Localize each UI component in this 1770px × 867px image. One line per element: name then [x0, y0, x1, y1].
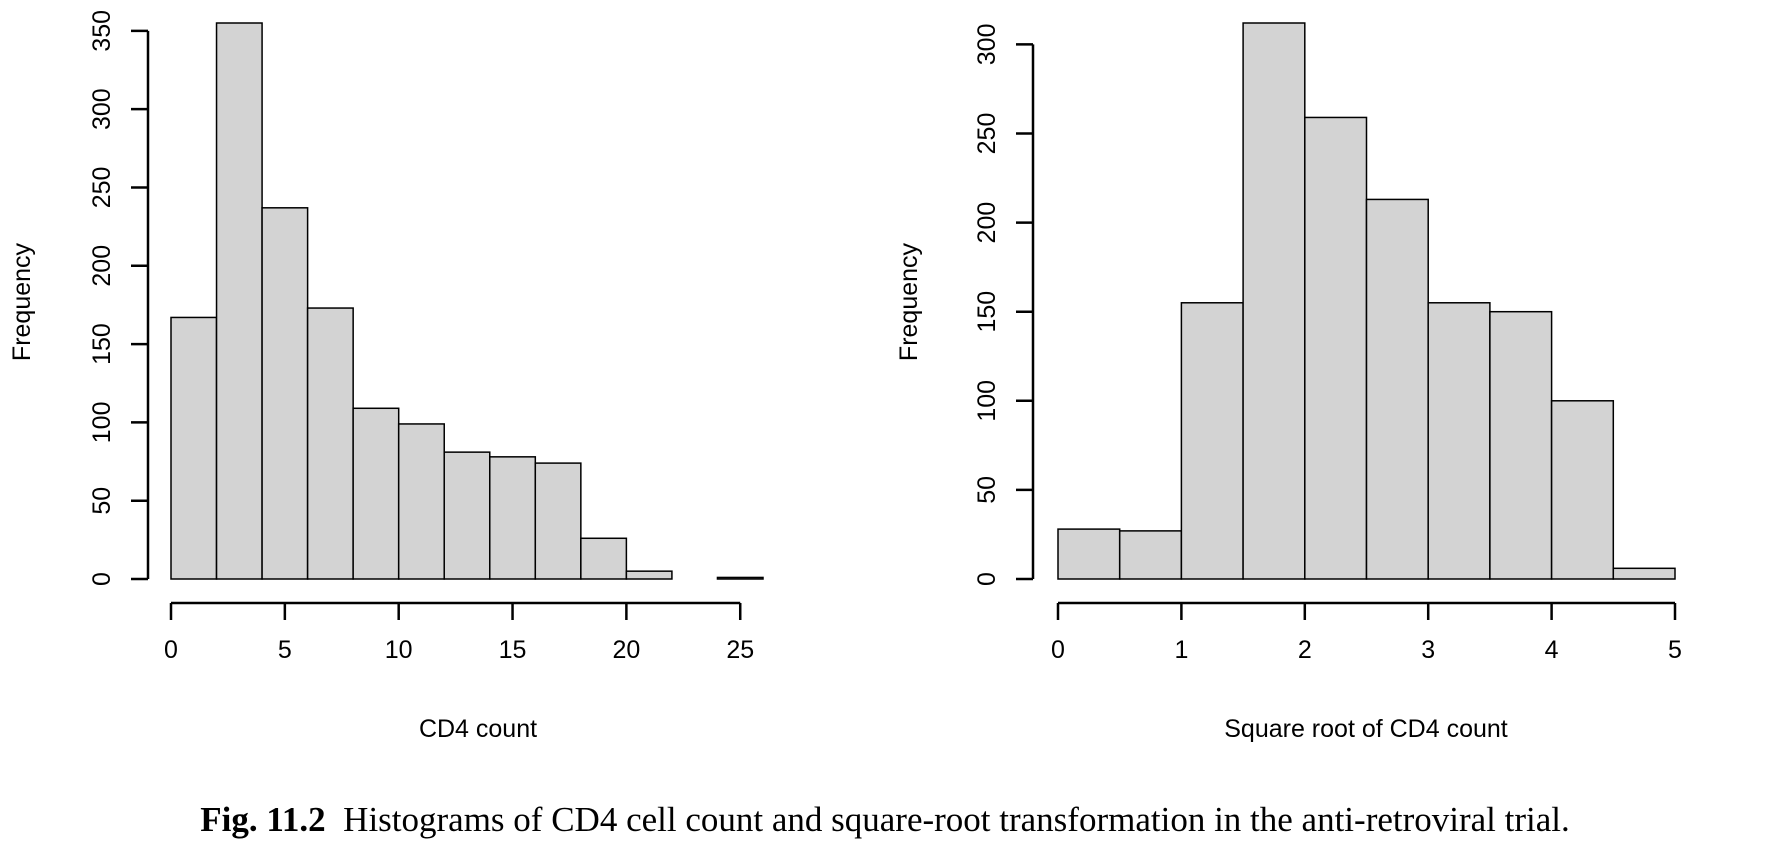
x-tick-label: 25 [726, 636, 754, 664]
y-tick-label: 0 [88, 572, 116, 586]
histogram-bar [443, 451, 491, 580]
histogram-bar [306, 307, 354, 580]
y-tick-label: 150 [88, 323, 116, 365]
y-axis-title: Frequency [895, 242, 923, 361]
y-tick-label: 100 [88, 402, 116, 444]
x-tick-label: 10 [385, 636, 413, 664]
x-tick-label: 15 [499, 636, 527, 664]
x-axis-title: Square root of CD4 count [1224, 715, 1508, 743]
y-tick-label: 250 [973, 113, 1001, 155]
histogram-bar [1118, 530, 1183, 580]
histogram-bar [397, 423, 445, 580]
y-tick-label: 0 [973, 572, 1001, 586]
histogram-bar [261, 207, 309, 580]
y-tick-label: 300 [973, 24, 1001, 66]
caption-label: Fig. 11.2 [200, 800, 326, 839]
x-tick-label: 5 [278, 636, 292, 664]
histogram-bar [1180, 302, 1244, 580]
histogram-bar [1242, 22, 1306, 580]
histogram-sqrt-cd4-count: 0 50 100 150 200 250 300 0 1 2 3 4 5 Square root of C… [895, 22, 1682, 743]
y-tick-label: 200 [88, 245, 116, 287]
x-tick-label: 3 [1421, 636, 1435, 664]
histogram-bar [170, 316, 218, 580]
histogram-bar [1365, 198, 1429, 580]
histogram-bar [352, 407, 400, 580]
histogram-bar [1550, 400, 1615, 580]
histogram-bar [580, 537, 628, 580]
histogram-bar [1612, 567, 1676, 580]
y-axis-title: Frequency [8, 242, 36, 361]
caption-text: Histograms of CD4 cell count and square-… [343, 800, 1570, 839]
y-tick-label: 50 [973, 476, 1001, 504]
histogram-bar [1489, 310, 1553, 580]
histogram-cd4-count: 0 50 100 150 200 250 300 350 0 5 10 15 20 25 CD4 count… [8, 10, 764, 743]
histogram-bar [215, 22, 263, 580]
x-tick-label: 20 [612, 636, 640, 664]
x-axis-title: CD4 count [419, 715, 537, 743]
x-tick-label: 5 [1668, 636, 1682, 664]
histogram-bar [534, 462, 582, 580]
x-tick-label: 1 [1174, 636, 1188, 664]
histogram-bar [625, 570, 673, 580]
y-tick-label: 200 [973, 202, 1001, 244]
x-tick-label: 0 [164, 636, 178, 664]
y-tick-label: 350 [88, 10, 116, 52]
histogram-bar [716, 576, 764, 580]
histogram-bar [489, 456, 537, 580]
y-tick-label: 250 [88, 167, 116, 209]
x-tick-label: 0 [1051, 636, 1065, 664]
x-tick-label: 4 [1545, 636, 1559, 664]
y-tick-label: 300 [88, 88, 116, 130]
x-tick-label: 2 [1298, 636, 1312, 664]
histogram-bar [1427, 302, 1491, 580]
y-tick-label: 150 [973, 291, 1001, 333]
y-tick-label: 100 [973, 380, 1001, 422]
histogram-bar [1057, 528, 1121, 580]
histogram-bar [1304, 116, 1368, 580]
y-tick-label: 50 [88, 487, 116, 515]
figure-caption: Fig. 11.2 Histograms of CD4 cell count a… [0, 800, 1770, 840]
